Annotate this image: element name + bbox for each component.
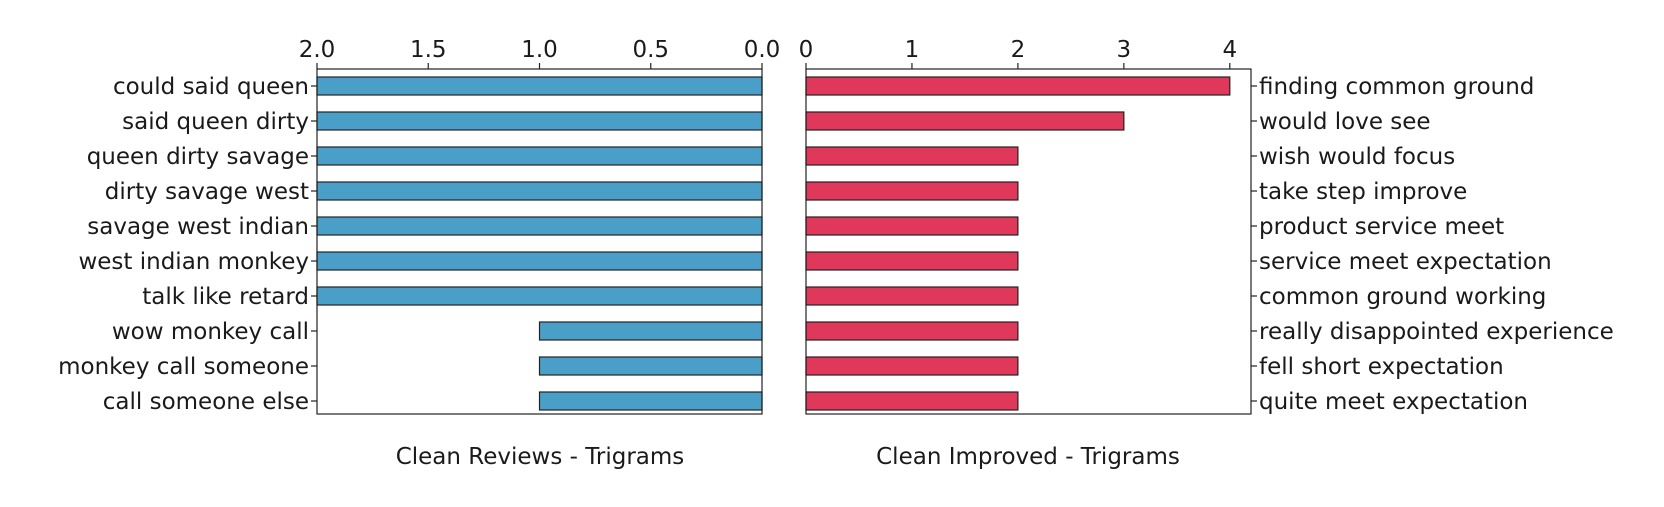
right-category-label: would love see bbox=[1259, 109, 1431, 135]
left-bar bbox=[316, 216, 763, 236]
left-bar bbox=[538, 356, 763, 376]
left-bar bbox=[316, 251, 763, 271]
right-bar bbox=[805, 286, 1019, 306]
left-x-tick-label: 1.0 bbox=[521, 37, 558, 63]
right-category-label: take step improve bbox=[1259, 179, 1467, 205]
right-chart-title: Clean Improved - Trigrams bbox=[876, 444, 1180, 470]
right-bar bbox=[805, 146, 1019, 166]
left-x-tick-label: 0.0 bbox=[744, 37, 781, 63]
left-category-label: monkey call someone bbox=[58, 354, 309, 380]
right-category-label: common ground working bbox=[1259, 284, 1546, 310]
right-bar bbox=[805, 391, 1019, 411]
left-bar bbox=[316, 146, 763, 166]
right-category-label: service meet expectation bbox=[1259, 249, 1552, 275]
left-chart-title: Clean Reviews - Trigrams bbox=[396, 444, 685, 470]
right-category-label: wish would focus bbox=[1259, 144, 1455, 170]
left-chart-panel: Clean Reviews - Trigrams 2.0 1.5 1.0 0.5 0.0… bbox=[58, 37, 780, 470]
right-bar bbox=[805, 181, 1019, 201]
right-category-label: finding common ground bbox=[1259, 74, 1534, 100]
right-x-tick-label: 3 bbox=[1117, 37, 1132, 63]
right-category-label: fell short expectation bbox=[1259, 354, 1504, 380]
right-chart-panel: Clean Improved - Trigrams 0 1 2 3 4 finding c… bbox=[799, 37, 1614, 470]
right-bar bbox=[805, 76, 1231, 96]
left-category-label: savage west indian bbox=[87, 214, 309, 240]
left-x-tick-label: 2.0 bbox=[299, 37, 336, 63]
right-category-label: quite meet expectation bbox=[1259, 389, 1528, 415]
right-bar bbox=[805, 356, 1019, 376]
right-bar bbox=[805, 251, 1019, 271]
right-bar bbox=[805, 321, 1019, 341]
right-x-tick-label: 0 bbox=[799, 37, 814, 63]
right-bar bbox=[805, 111, 1125, 131]
left-x-tick-label: 0.5 bbox=[632, 37, 669, 63]
left-bar bbox=[316, 181, 763, 201]
right-x-tick-label: 4 bbox=[1222, 37, 1237, 63]
left-category-label: could said queen bbox=[113, 74, 309, 100]
left-category-label: queen dirty savage bbox=[87, 144, 309, 170]
left-bar bbox=[538, 391, 763, 411]
right-plot-frame bbox=[805, 68, 1252, 415]
left-category-label: talk like retard bbox=[142, 284, 309, 310]
left-bar bbox=[316, 286, 763, 306]
right-bar bbox=[805, 216, 1019, 236]
right-x-tick-label: 2 bbox=[1011, 37, 1026, 63]
left-category-label: wow monkey call bbox=[112, 319, 309, 345]
right-category-label: really disappointed experience bbox=[1259, 319, 1614, 345]
left-bar bbox=[538, 321, 763, 341]
left-category-label: dirty savage west bbox=[105, 179, 309, 205]
left-bar bbox=[316, 76, 763, 96]
left-category-label: west indian monkey bbox=[78, 249, 309, 275]
right-x-tick-label: 1 bbox=[905, 37, 920, 63]
left-category-label: said queen dirty bbox=[122, 109, 309, 135]
left-category-label: call someone else bbox=[103, 389, 309, 415]
left-bar bbox=[316, 111, 763, 131]
right-category-label: product service meet bbox=[1259, 214, 1504, 240]
left-x-tick-label: 1.5 bbox=[410, 37, 447, 63]
